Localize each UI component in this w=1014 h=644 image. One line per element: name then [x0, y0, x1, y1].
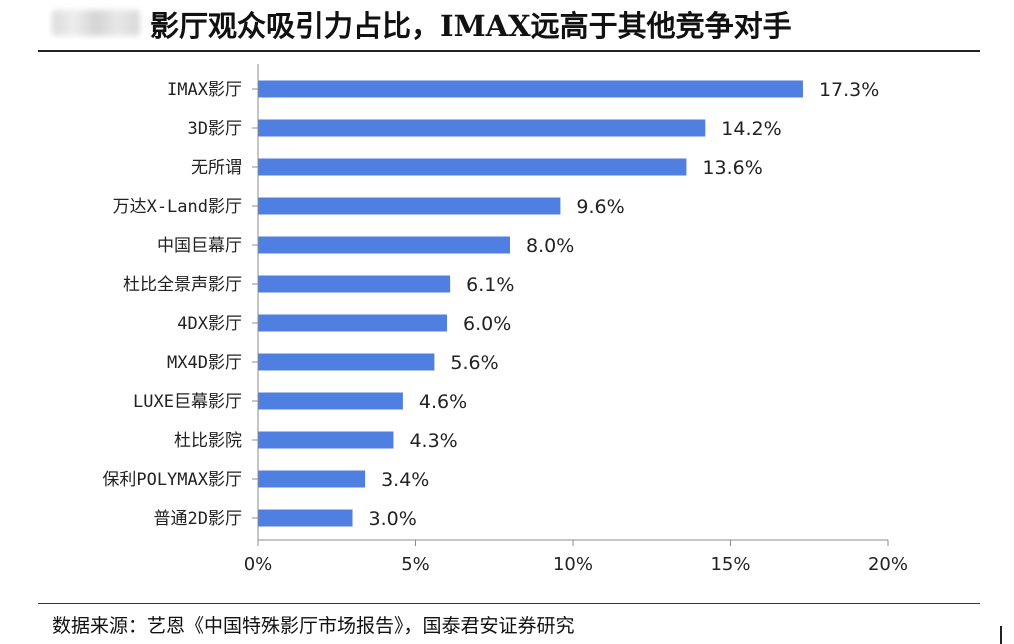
- bar: [258, 197, 561, 215]
- value-label: 3.0%: [369, 508, 417, 530]
- bar: [258, 509, 353, 527]
- category-label: 杜比影院: [174, 431, 242, 451]
- value-label: 13.6%: [702, 157, 762, 179]
- value-label: 17.3%: [819, 79, 879, 101]
- bar: [258, 236, 510, 254]
- value-label: 9.6%: [576, 196, 624, 218]
- category-label: 无所谓: [191, 158, 242, 178]
- value-labels-group: 17.3% 14.2% 13.6% 9.6%8.0% 6.1% 6.0% 5.6% 4.6% 4…: [369, 79, 880, 530]
- x-tick-label: 15%: [710, 554, 750, 575]
- x-tick-label: 10%: [553, 554, 593, 575]
- x-tick-label: 5%: [401, 554, 430, 575]
- blurred-logo: [52, 10, 140, 36]
- top-divider: [38, 50, 980, 52]
- bar: [258, 80, 803, 98]
- bar: [258, 314, 447, 332]
- source-note: 数据来源：艺恩《中国特殊影厅市场报告》，国泰君安证券研究: [52, 615, 575, 637]
- text-cursor: [1000, 626, 1002, 644]
- value-label: 5.6%: [450, 352, 498, 374]
- category-label: MX4D影厅: [167, 353, 242, 373]
- category-label: 保利POLYMAX影厅: [102, 470, 242, 490]
- value-label: 4.3%: [409, 430, 457, 452]
- x-axis: 0% 5% 10% 15% 20%: [244, 64, 908, 575]
- value-label: 3.4%: [381, 469, 429, 491]
- bar: [258, 431, 394, 449]
- chart-title: 影厅观众吸引力占比，IMAX远高于其他竞争对手: [150, 9, 792, 43]
- category-label: LUXE巨幕影厅: [133, 392, 242, 412]
- value-label: 8.0%: [526, 235, 574, 257]
- category-label: IMAX影厅: [167, 80, 242, 100]
- bar: [258, 275, 451, 293]
- category-label: 中国巨幕厅: [157, 236, 242, 256]
- bars-group: [258, 80, 803, 527]
- bar: [258, 353, 435, 371]
- header: 影厅观众吸引力占比，IMAX远高于其他竞争对手: [0, 0, 1014, 56]
- bar: [258, 119, 706, 137]
- category-label: 4DX影厅: [177, 314, 242, 334]
- bar: [258, 158, 687, 176]
- value-label: 6.0%: [463, 313, 511, 335]
- bottom-divider: [38, 603, 980, 604]
- value-label: 6.1%: [466, 274, 514, 296]
- value-label: 4.6%: [419, 391, 467, 413]
- category-label: 万达X-Land影厅: [113, 197, 242, 217]
- bar: [258, 470, 366, 488]
- bar: [258, 392, 403, 410]
- value-label: 14.2%: [721, 118, 781, 140]
- x-tick-label: 20%: [868, 554, 908, 575]
- category-label: 3D影厅: [188, 119, 242, 139]
- category-label: 杜比全景声影厅: [123, 275, 242, 295]
- category-label: 普通2D影厅: [154, 509, 242, 529]
- x-tick-label: 0%: [244, 554, 273, 575]
